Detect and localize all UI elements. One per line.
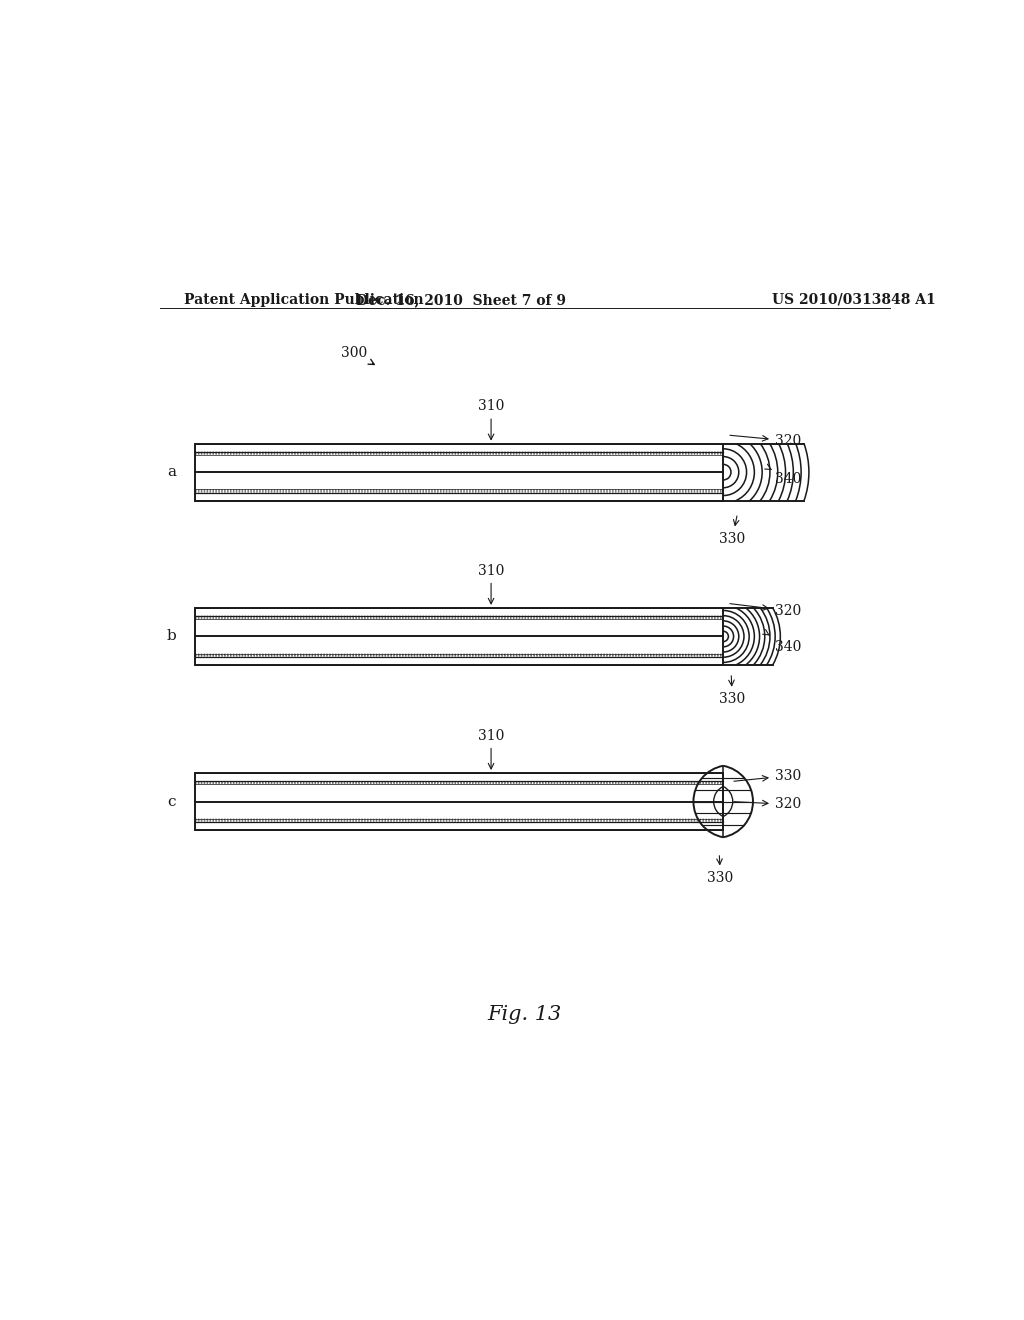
Text: 330: 330: [708, 855, 733, 886]
Text: Fig. 13: Fig. 13: [487, 1005, 562, 1024]
Text: 310: 310: [478, 564, 504, 603]
Text: 330: 330: [719, 676, 745, 706]
Text: Patent Application Publication: Patent Application Publication: [183, 293, 423, 308]
Text: 310: 310: [478, 729, 504, 770]
Text: 300: 300: [341, 346, 374, 364]
Text: 330: 330: [734, 768, 801, 783]
Text: 310: 310: [478, 400, 504, 440]
Text: c: c: [167, 795, 176, 809]
Text: 340: 340: [765, 465, 801, 486]
Text: 320: 320: [730, 603, 801, 618]
Text: Dec. 16, 2010  Sheet 7 of 9: Dec. 16, 2010 Sheet 7 of 9: [356, 293, 566, 308]
Bar: [196, 774, 723, 830]
Bar: [196, 609, 723, 665]
Text: 320: 320: [730, 434, 801, 447]
Text: a: a: [167, 465, 176, 479]
Text: 330: 330: [719, 516, 745, 546]
Bar: [196, 444, 723, 500]
Text: 340: 340: [763, 630, 801, 653]
Text: b: b: [167, 630, 176, 643]
Text: 320: 320: [734, 797, 801, 812]
Text: US 2010/0313848 A1: US 2010/0313848 A1: [772, 293, 936, 308]
